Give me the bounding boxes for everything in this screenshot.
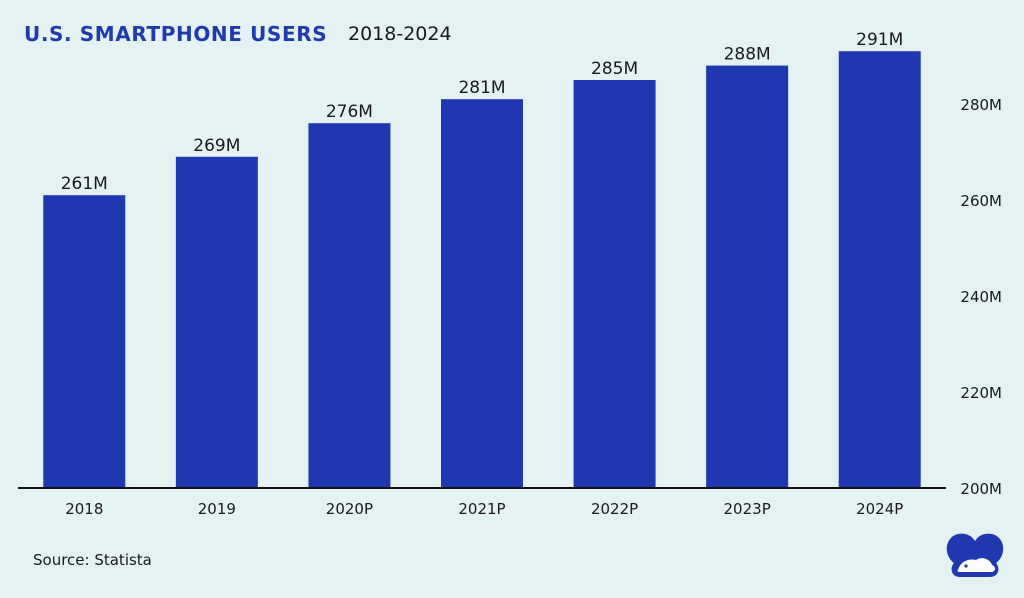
- bar-value-label: 261M: [61, 174, 108, 194]
- bar: [175, 156, 258, 489]
- y-tick-label: 200M: [960, 480, 1002, 498]
- bar-value-label: 285M: [591, 59, 638, 79]
- x-tick-label: 2019: [198, 500, 236, 518]
- bar: [308, 123, 391, 488]
- x-tick-label: 2018: [65, 500, 103, 518]
- bar-value-label: 288M: [724, 45, 771, 65]
- x-tick-label: 2024P: [856, 500, 903, 518]
- y-tick-label: 220M: [960, 384, 1002, 402]
- x-tick-label: 2021P: [458, 500, 505, 518]
- bar-value-label: 269M: [193, 136, 240, 156]
- bar: [573, 80, 656, 488]
- logo-icon: [946, 533, 1004, 577]
- bar: [43, 195, 126, 488]
- bar: [838, 51, 921, 488]
- bar-value-label: 291M: [856, 30, 903, 50]
- source-note: Source: Statista: [33, 551, 152, 569]
- x-tick-label: 2022P: [591, 500, 638, 518]
- y-tick-label: 280M: [960, 96, 1002, 114]
- y-tick-label: 260M: [960, 192, 1002, 210]
- bar-chart: 261M 2018 269M 2019 276M 2020P 281M 2021P 285M 20…: [18, 30, 1002, 518]
- chart-title: U.S. SMARTPHONE USERS: [24, 22, 328, 46]
- x-tick-label: 2023P: [724, 500, 771, 518]
- chart-subtitle: 2018-2024: [348, 23, 452, 45]
- bar: [706, 65, 789, 488]
- bar-value-label: 276M: [326, 102, 373, 122]
- bar: [441, 99, 523, 488]
- y-tick-label: 240M: [960, 288, 1002, 306]
- x-tick-label: 2020P: [326, 500, 373, 518]
- bar-value-label: 281M: [458, 78, 505, 98]
